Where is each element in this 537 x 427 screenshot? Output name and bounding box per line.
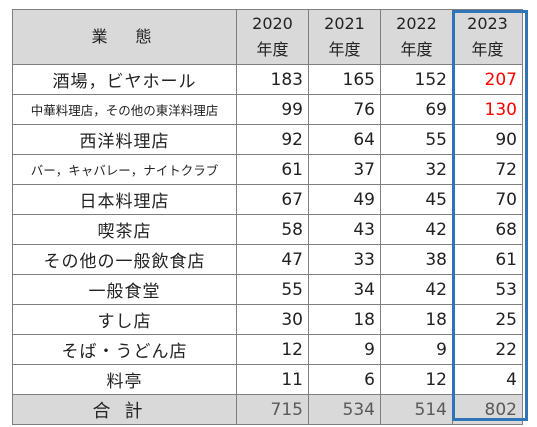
table-row: 喫茶店 58 43 42 68 — [12, 214, 523, 245]
cell-2023: 53 — [452, 274, 523, 305]
cell-2021: 9 — [308, 334, 381, 365]
cell-2021: 76 — [308, 94, 381, 125]
cell-2022: 9 — [380, 334, 453, 365]
table-row: 酒場，ビヤホール 183 165 152 207 — [12, 64, 523, 95]
table-row: 一般食堂 55 34 42 53 — [12, 274, 523, 305]
cell-2023: 70 — [452, 184, 523, 215]
cell-2020: 67 — [236, 184, 309, 215]
cell-2022: 18 — [380, 304, 453, 335]
row-category: その他の一般飲食店 — [12, 244, 237, 275]
cell-2022: 42 — [380, 274, 453, 305]
cell-2021: 64 — [308, 124, 381, 155]
cell-2022: 12 — [380, 364, 453, 395]
cell-2020: 47 — [236, 244, 309, 275]
header-year-2023-unit: 年度 — [471, 40, 504, 59]
table-row: 日本料理店 67 49 45 70 — [12, 184, 523, 215]
total-2021: 534 — [308, 394, 381, 425]
cell-2020: 58 — [236, 214, 309, 245]
total-label: 合計 — [12, 394, 237, 425]
cell-2020: 11 — [236, 364, 309, 395]
cell-2021: 34 — [308, 274, 381, 305]
row-category: 喫茶店 — [12, 214, 237, 245]
table-row: そば・うどん店 12 9 9 22 — [12, 334, 523, 365]
row-category: 西洋料理店 — [12, 124, 237, 155]
cell-2020: 30 — [236, 304, 309, 335]
row-category: 酒場，ビヤホール — [12, 64, 237, 95]
cell-2021: 43 — [308, 214, 381, 245]
table-row: 西洋料理店 92 64 55 90 — [12, 124, 523, 155]
cell-2022: 69 — [380, 94, 453, 125]
cell-2020: 12 — [236, 334, 309, 365]
table-row: その他の一般飲食店 47 33 38 61 — [12, 244, 523, 275]
cell-2023: 72 — [452, 154, 523, 185]
header-year-2023-year: 2023 — [467, 14, 508, 33]
header-year-2022: 2022 年度 — [380, 9, 453, 65]
cell-2022: 38 — [380, 244, 453, 275]
header-year-2020-year: 2020 — [252, 14, 293, 33]
cell-2021: 6 — [308, 364, 381, 395]
total-row: 合計 715 534 514 802 — [12, 394, 523, 425]
table-row: 料亭 11 6 12 4 — [12, 364, 523, 395]
header-year-2021-year: 2021 — [324, 14, 365, 33]
header-category: 業 態 — [12, 9, 237, 65]
cell-2021: 49 — [308, 184, 381, 215]
cell-2021: 37 — [308, 154, 381, 185]
cell-2023: 90 — [452, 124, 523, 155]
cell-2022: 45 — [380, 184, 453, 215]
row-category: 料亭 — [12, 364, 237, 395]
total-2022: 514 — [380, 394, 453, 425]
cell-2023: 25 — [452, 304, 523, 335]
cell-2021: 18 — [308, 304, 381, 335]
header-year-2020: 2020 年度 — [236, 9, 309, 65]
cell-2023: 130 — [452, 94, 523, 125]
row-category: 一般食堂 — [12, 274, 237, 305]
row-category: バー，キャバレー，ナイトクラブ — [12, 154, 237, 185]
header-year-2022-year: 2022 — [396, 14, 437, 33]
cell-2023: 22 — [452, 334, 523, 365]
header-year-2021-unit: 年度 — [328, 40, 361, 59]
header-year-2023: 2023 年度 — [452, 9, 523, 65]
cell-2023: 207 — [452, 64, 523, 95]
cell-2020: 61 — [236, 154, 309, 185]
cell-2021: 165 — [308, 64, 381, 95]
cell-2020: 99 — [236, 94, 309, 125]
cell-2022: 55 — [380, 124, 453, 155]
table-row: すし店 30 18 18 25 — [12, 304, 523, 335]
cell-2022: 42 — [380, 214, 453, 245]
header-row: 業 態 2020 年度 2021 年度 2022 年度 2023 年度 — [12, 9, 523, 65]
row-category: すし店 — [12, 304, 237, 335]
total-2020: 715 — [236, 394, 309, 425]
table-row: 中華料理店，その他の東洋料理店 99 76 69 130 — [12, 94, 523, 125]
cell-2020: 92 — [236, 124, 309, 155]
total-2023: 802 — [452, 394, 523, 425]
header-year-2020-unit: 年度 — [256, 40, 289, 59]
cell-2023: 61 — [452, 244, 523, 275]
cell-2022: 32 — [380, 154, 453, 185]
business-type-table: 業 態 2020 年度 2021 年度 2022 年度 2023 年度 酒場，ビ… — [12, 9, 523, 425]
cell-2023: 4 — [452, 364, 523, 395]
row-category: そば・うどん店 — [12, 334, 237, 365]
table-row: バー，キャバレー，ナイトクラブ 61 37 32 72 — [12, 154, 523, 185]
row-category: 中華料理店，その他の東洋料理店 — [12, 94, 237, 125]
cell-2021: 33 — [308, 244, 381, 275]
row-category: 日本料理店 — [12, 184, 237, 215]
cell-2022: 152 — [380, 64, 453, 95]
header-year-2021: 2021 年度 — [308, 9, 381, 65]
cell-2023: 68 — [452, 214, 523, 245]
cell-2020: 183 — [236, 64, 309, 95]
header-year-2022-unit: 年度 — [400, 40, 433, 59]
cell-2020: 55 — [236, 274, 309, 305]
